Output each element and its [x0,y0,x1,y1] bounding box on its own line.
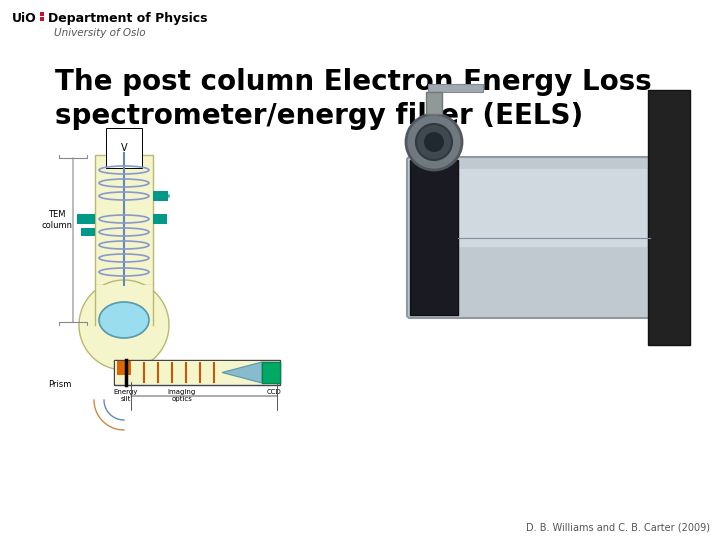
Bar [426,92,442,114]
Text: TEM
column: TEM column [42,210,73,230]
Bar [40,17,44,21]
Ellipse shape [99,302,149,338]
Text: UiO: UiO [12,12,37,25]
FancyBboxPatch shape [407,157,653,318]
Text: Prism: Prism [48,380,72,389]
Circle shape [416,124,452,160]
Text: University of Oslo: University of Oslo [54,28,145,38]
Text: V: V [121,143,127,153]
Bar [81,228,95,236]
Bar [648,90,690,345]
Bar [117,361,131,375]
Bar [114,360,280,385]
Bar [428,84,483,92]
Text: Imaging
optics: Imaging optics [168,389,196,402]
Circle shape [79,280,169,370]
Bar [153,191,168,201]
Circle shape [406,114,462,170]
Bar [95,155,153,285]
Text: Energy
slit: Energy slit [114,389,138,402]
Text: D. B. Williams and C. B. Carter (2009): D. B. Williams and C. B. Carter (2009) [526,522,710,532]
Bar [262,362,280,383]
Bar [153,214,167,224]
Text: The post column Electron Energy Loss
spectrometer/energy filter (EELS): The post column Electron Energy Loss spe… [55,68,652,130]
Bar [40,12,44,16]
Circle shape [424,132,444,152]
Bar [95,285,153,330]
Bar [115,361,261,384]
FancyBboxPatch shape [413,169,647,247]
Bar [77,214,95,224]
Bar [410,160,458,315]
Text: CCD: CCD [266,389,282,395]
Polygon shape [222,362,262,383]
Text: Department of Physics: Department of Physics [48,12,207,25]
